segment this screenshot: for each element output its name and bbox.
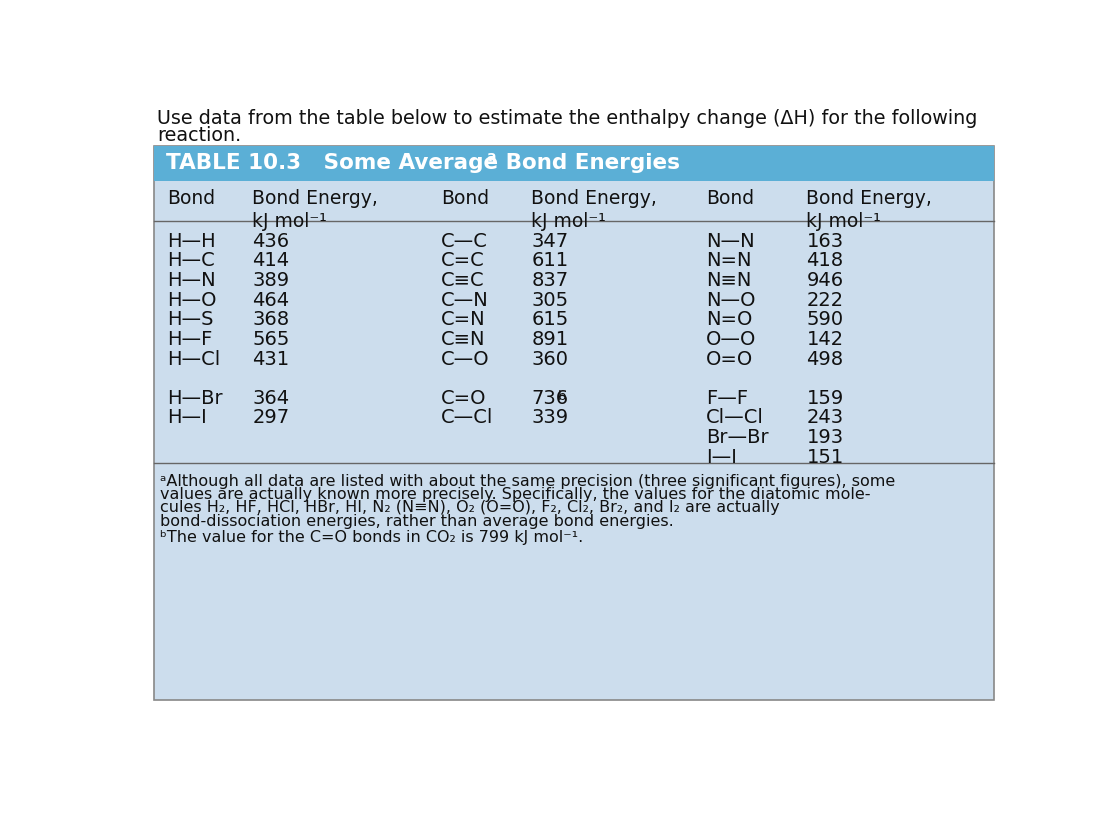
- Text: O=O: O=O: [706, 349, 753, 369]
- Text: 498: 498: [806, 349, 843, 369]
- Text: H—N: H—N: [167, 271, 216, 290]
- Text: H—Br: H—Br: [167, 389, 223, 408]
- Text: H—Cl: H—Cl: [167, 349, 221, 369]
- Text: Cl—Cl: Cl—Cl: [706, 409, 764, 428]
- Text: C=O: C=O: [440, 389, 486, 408]
- Text: 159: 159: [806, 389, 843, 408]
- Text: 364: 364: [252, 389, 289, 408]
- Text: F—F: F—F: [706, 389, 748, 408]
- Text: C≡N: C≡N: [440, 330, 485, 349]
- Text: 946: 946: [806, 271, 843, 290]
- Text: 360: 360: [531, 349, 568, 369]
- Text: C—O: C—O: [440, 349, 489, 369]
- Text: Bond: Bond: [706, 188, 754, 208]
- Text: bond-dissociation energies, rather than average bond energies.: bond-dissociation energies, rather than …: [160, 514, 674, 529]
- Text: C—N: C—N: [440, 291, 488, 309]
- Text: 837: 837: [531, 271, 569, 290]
- Text: 339: 339: [531, 409, 569, 428]
- Text: TABLE 10.3   Some Average Bond Energies: TABLE 10.3 Some Average Bond Energies: [167, 153, 680, 173]
- Text: Bond Energy,
kJ mol⁻¹: Bond Energy, kJ mol⁻¹: [531, 188, 657, 231]
- Text: H—C: H—C: [167, 251, 215, 270]
- Text: 590: 590: [806, 310, 843, 329]
- Text: 565: 565: [252, 330, 290, 349]
- Text: C≡C: C≡C: [440, 271, 484, 290]
- Text: N—O: N—O: [706, 291, 755, 309]
- Text: cules H₂, HF, HCl, HBr, HI, N₂ (N≡N), O₂ (O=O), F₂, Cl₂, Br₂, and I₂ are actuall: cules H₂, HF, HCl, HBr, HI, N₂ (N≡N), O₂…: [160, 500, 780, 515]
- Text: Bond: Bond: [167, 188, 215, 208]
- Text: 305: 305: [531, 291, 569, 309]
- Text: Bond: Bond: [440, 188, 488, 208]
- Text: Bond Energy,
kJ mol⁻¹: Bond Energy, kJ mol⁻¹: [252, 188, 379, 231]
- Text: 142: 142: [806, 330, 843, 349]
- Text: 222: 222: [806, 291, 843, 309]
- Text: 891: 891: [531, 330, 569, 349]
- Text: N≡N: N≡N: [706, 271, 752, 290]
- Text: I—I: I—I: [706, 448, 737, 467]
- Text: 464: 464: [252, 291, 289, 309]
- Text: H—S: H—S: [167, 310, 214, 329]
- Text: Use data from the table below to estimate the enthalpy change (ΔH) for the follo: Use data from the table below to estimat…: [157, 109, 978, 128]
- Text: N=N: N=N: [706, 251, 752, 270]
- Text: N=O: N=O: [706, 310, 753, 329]
- Text: b: b: [558, 389, 567, 403]
- Text: 418: 418: [806, 251, 843, 270]
- Text: O—O: O—O: [706, 330, 756, 349]
- Text: 436: 436: [252, 232, 289, 251]
- Text: 414: 414: [252, 251, 289, 270]
- Text: C—C: C—C: [440, 232, 487, 251]
- Text: Br—Br: Br—Br: [706, 428, 768, 447]
- Text: ᵇThe value for the C=O bonds in CO₂ is 799 kJ mol⁻¹.: ᵇThe value for the C=O bonds in CO₂ is 7…: [160, 530, 584, 545]
- Text: 368: 368: [252, 310, 289, 329]
- Text: C—Cl: C—Cl: [440, 409, 493, 428]
- Text: C=N: C=N: [440, 310, 485, 329]
- Text: Bond Energy,
kJ mol⁻¹: Bond Energy, kJ mol⁻¹: [806, 188, 932, 231]
- Text: 163: 163: [806, 232, 843, 251]
- Bar: [153, 145, 995, 700]
- Text: H—I: H—I: [167, 409, 207, 428]
- Text: 297: 297: [252, 409, 289, 428]
- Text: 243: 243: [806, 409, 843, 428]
- Text: 347: 347: [531, 232, 569, 251]
- Text: 431: 431: [252, 349, 289, 369]
- Bar: [153, 145, 995, 181]
- Text: H—O: H—O: [167, 291, 216, 309]
- Text: H—H: H—H: [167, 232, 216, 251]
- Text: 193: 193: [806, 428, 843, 447]
- Text: H—F: H—F: [167, 330, 213, 349]
- Text: 615: 615: [531, 310, 569, 329]
- Text: reaction.: reaction.: [157, 126, 241, 145]
- Text: a: a: [486, 150, 496, 164]
- Text: 611: 611: [531, 251, 569, 270]
- Text: 151: 151: [806, 448, 843, 467]
- Text: 736: 736: [531, 389, 569, 408]
- Text: 389: 389: [252, 271, 289, 290]
- Text: values are actually known more precisely. Specifically, the values for the diato: values are actually known more precisely…: [160, 487, 870, 502]
- Text: ᵃAlthough all data are listed with about the same precision (three significant f: ᵃAlthough all data are listed with about…: [160, 474, 895, 489]
- Text: N—N: N—N: [706, 232, 755, 251]
- Text: C=C: C=C: [440, 251, 485, 270]
